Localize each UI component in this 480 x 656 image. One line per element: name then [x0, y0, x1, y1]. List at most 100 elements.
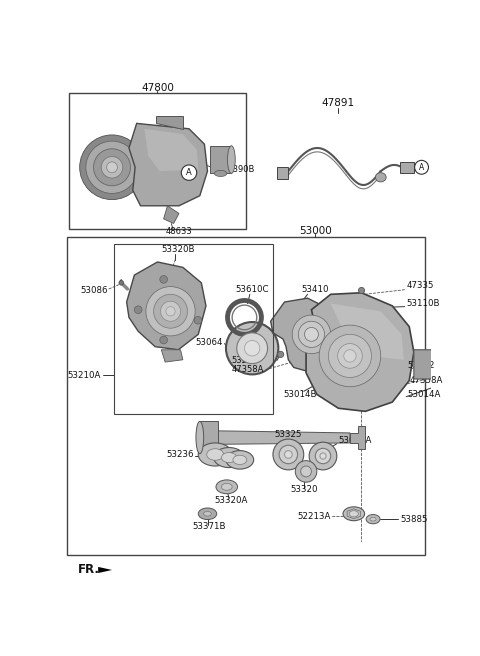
Circle shape — [295, 461, 317, 482]
Circle shape — [237, 333, 267, 363]
Polygon shape — [306, 293, 414, 411]
Text: 53110B: 53110B — [406, 299, 440, 308]
Circle shape — [107, 162, 118, 173]
Polygon shape — [156, 115, 183, 129]
Circle shape — [319, 325, 381, 387]
Polygon shape — [340, 331, 361, 350]
Text: 53320A: 53320A — [214, 496, 247, 505]
Circle shape — [344, 350, 356, 362]
Text: 53210A: 53210A — [68, 371, 101, 380]
Polygon shape — [400, 162, 414, 173]
Ellipse shape — [366, 514, 380, 523]
Text: 52213A: 52213A — [297, 512, 331, 521]
Circle shape — [277, 352, 284, 358]
Polygon shape — [129, 123, 207, 206]
Text: 47335: 47335 — [406, 281, 433, 289]
Polygon shape — [277, 167, 288, 179]
Ellipse shape — [216, 480, 238, 494]
Circle shape — [328, 335, 372, 377]
Circle shape — [309, 442, 337, 470]
Text: 53215: 53215 — [231, 356, 258, 365]
Circle shape — [181, 165, 197, 180]
Polygon shape — [271, 298, 340, 371]
Circle shape — [94, 149, 131, 186]
Circle shape — [160, 337, 168, 344]
Text: 47390B: 47390B — [223, 165, 255, 174]
Circle shape — [101, 157, 123, 178]
Polygon shape — [414, 350, 444, 379]
Text: 53371B: 53371B — [192, 522, 226, 531]
Circle shape — [194, 316, 202, 324]
Circle shape — [226, 322, 278, 375]
Polygon shape — [331, 304, 404, 359]
Circle shape — [160, 301, 180, 321]
Text: 47800: 47800 — [141, 83, 174, 93]
Circle shape — [273, 439, 304, 470]
Polygon shape — [144, 129, 198, 171]
Text: 53064: 53064 — [195, 338, 223, 346]
Circle shape — [146, 287, 195, 336]
Polygon shape — [446, 358, 460, 377]
Text: 53610C: 53610C — [235, 285, 269, 294]
Ellipse shape — [196, 421, 204, 454]
Ellipse shape — [375, 173, 386, 182]
Ellipse shape — [198, 443, 232, 466]
Text: 53236: 53236 — [166, 450, 193, 459]
Polygon shape — [98, 567, 112, 573]
Circle shape — [154, 295, 188, 328]
Text: 53885: 53885 — [400, 515, 428, 523]
Text: 53352: 53352 — [408, 361, 435, 370]
Circle shape — [337, 344, 362, 368]
Ellipse shape — [214, 447, 244, 468]
Text: 47891: 47891 — [322, 98, 355, 108]
Circle shape — [244, 340, 260, 356]
Ellipse shape — [228, 146, 235, 173]
Text: 48633: 48633 — [166, 227, 192, 236]
Circle shape — [80, 135, 144, 199]
Circle shape — [315, 448, 331, 464]
Ellipse shape — [204, 512, 211, 516]
Circle shape — [134, 306, 142, 314]
Polygon shape — [204, 430, 350, 445]
Circle shape — [279, 445, 298, 464]
Ellipse shape — [221, 453, 237, 462]
Circle shape — [285, 451, 292, 459]
Polygon shape — [444, 344, 468, 385]
Circle shape — [160, 276, 168, 283]
Circle shape — [292, 315, 331, 354]
Text: A: A — [419, 163, 424, 172]
Text: 53320: 53320 — [290, 485, 317, 495]
Circle shape — [359, 287, 365, 293]
Circle shape — [299, 321, 324, 348]
Polygon shape — [161, 350, 183, 362]
Text: 53325: 53325 — [275, 430, 302, 439]
Polygon shape — [127, 262, 206, 350]
Text: 47358A: 47358A — [231, 365, 264, 375]
Ellipse shape — [207, 449, 224, 461]
Text: 53086: 53086 — [80, 286, 108, 295]
Polygon shape — [164, 206, 179, 224]
Text: 53410: 53410 — [301, 285, 329, 294]
Ellipse shape — [233, 455, 247, 464]
Text: 53040A: 53040A — [338, 436, 372, 445]
Polygon shape — [210, 146, 231, 173]
Ellipse shape — [226, 451, 254, 469]
Text: 53320B: 53320B — [161, 245, 195, 254]
Circle shape — [300, 466, 312, 477]
Text: FR.: FR. — [78, 564, 100, 577]
Circle shape — [86, 141, 138, 194]
Polygon shape — [323, 359, 373, 398]
Ellipse shape — [215, 171, 227, 176]
Ellipse shape — [349, 510, 359, 517]
Circle shape — [304, 327, 318, 341]
Text: 47358A: 47358A — [409, 376, 443, 385]
Ellipse shape — [198, 508, 217, 520]
Text: 53014B: 53014B — [283, 390, 317, 399]
Ellipse shape — [370, 517, 376, 521]
Circle shape — [166, 306, 175, 316]
Ellipse shape — [343, 507, 365, 521]
Ellipse shape — [221, 483, 232, 490]
Text: 53014A: 53014A — [408, 390, 441, 399]
Circle shape — [320, 453, 326, 459]
Circle shape — [119, 281, 123, 285]
